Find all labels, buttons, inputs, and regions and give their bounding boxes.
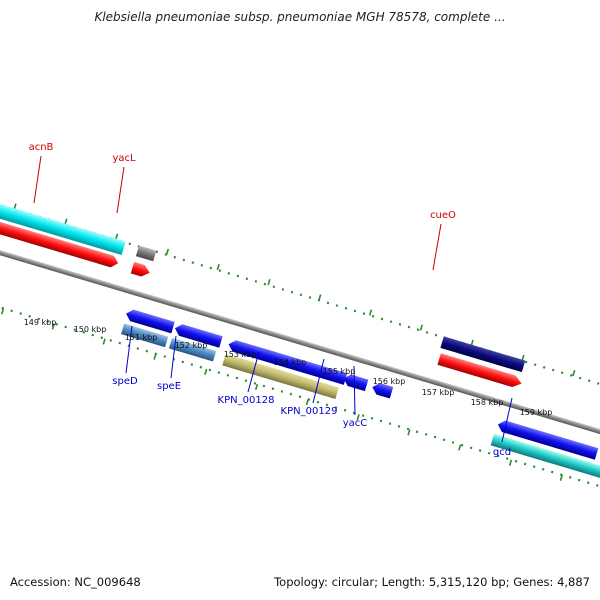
KPN_00128-blue-feature[interactable] bbox=[227, 338, 348, 385]
gene-label-KPN_00129[interactable]: KPN_00129 bbox=[281, 406, 338, 417]
gene-label-gcd[interactable]: gcd bbox=[493, 447, 511, 458]
bottom-label-leaders bbox=[125, 325, 513, 443]
scale-label-157: 157 kbp bbox=[422, 388, 455, 397]
speD-gene-feature[interactable] bbox=[121, 323, 169, 348]
gene-label-speE[interactable]: speE bbox=[157, 381, 181, 392]
cueO-gene-feature[interactable] bbox=[440, 336, 526, 373]
bottom-major-ticks bbox=[0, 308, 563, 481]
scale-label-151: 151 kbp bbox=[125, 333, 158, 342]
acnB-red-feature[interactable] bbox=[0, 212, 120, 269]
map-title: Klebsiella pneumoniae subsp. pneumoniae … bbox=[94, 10, 506, 24]
acnB-gene-feature[interactable] bbox=[0, 196, 126, 255]
yacC-gene-feature[interactable] bbox=[371, 381, 394, 399]
scale-label-153: 153 kbp bbox=[224, 350, 257, 359]
gene-label-acnB[interactable]: acnB bbox=[29, 142, 54, 153]
gene-label-yacC[interactable]: yacC bbox=[343, 418, 368, 429]
speE-gene-feature[interactable] bbox=[168, 337, 217, 362]
bottom-tick-ring bbox=[0, 298, 600, 493]
genome-backbone bbox=[0, 244, 600, 444]
scale-label-159: 159 kbp bbox=[520, 408, 553, 417]
speD-blue-feature[interactable] bbox=[124, 308, 175, 334]
genome-summary-text: Topology: circular; Length: 5,315,120 bp… bbox=[274, 575, 590, 589]
scale-label-149: 149 kbp bbox=[24, 318, 57, 327]
scale-label-158: 158 kbp bbox=[471, 398, 504, 407]
scale-label-154: 154 kbp bbox=[274, 358, 307, 367]
gcd-gene-feature[interactable] bbox=[490, 433, 600, 480]
yacL-gene-feature[interactable] bbox=[135, 245, 157, 262]
gene-label-speD[interactable]: speD bbox=[112, 376, 138, 387]
top-label-leaders bbox=[33, 155, 442, 271]
scale-label-152: 152 kbp bbox=[175, 341, 208, 350]
speE-blue-feature[interactable] bbox=[173, 322, 223, 348]
gene-label-KPN_00128[interactable]: KPN_00128 bbox=[218, 395, 275, 406]
top-major-ticks bbox=[13, 203, 576, 377]
map-track bbox=[0, 196, 600, 493]
scale-label-150: 150 kbp bbox=[74, 325, 107, 334]
yacL-red-feature[interactable] bbox=[130, 261, 152, 279]
scale-label-155: 155 kbp bbox=[323, 367, 356, 376]
gene-label-yacL[interactable]: yacL bbox=[112, 153, 136, 164]
KPN_00128-gene-feature[interactable] bbox=[222, 353, 339, 400]
KPN_00129-gene-feature[interactable] bbox=[342, 373, 369, 392]
accession-text: Accession: NC_009648 bbox=[10, 575, 141, 589]
gcd-blue-feature[interactable] bbox=[496, 419, 599, 460]
cueO-red-feature[interactable] bbox=[437, 353, 523, 389]
gene-label-cueO[interactable]: cueO bbox=[430, 210, 456, 221]
scale-label-156: 156 kbp bbox=[373, 377, 406, 386]
